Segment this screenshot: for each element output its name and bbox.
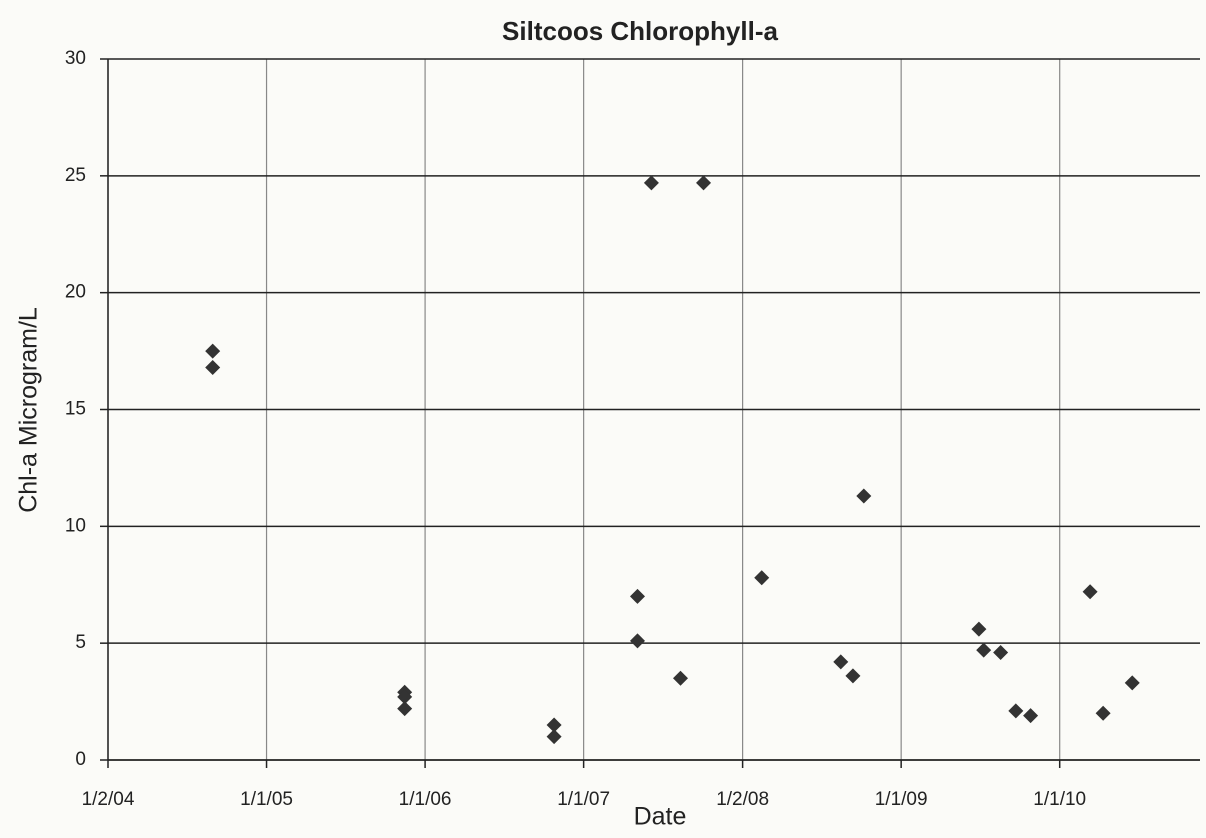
point [397,689,413,705]
point [754,570,770,586]
point [833,654,849,670]
y-tick-label: 20 [65,282,86,303]
point [546,729,562,745]
point [672,670,688,686]
y-tick-label: 0 [75,749,86,770]
y-tick-label: 15 [65,399,86,420]
point [546,717,562,733]
y-tick-label: 30 [65,48,86,69]
chart-title: Siltcoos Chlorophyll-a [502,16,778,46]
x-tick-label: 1/1/09 [875,789,928,810]
y-tick-label: 25 [65,165,86,186]
x-tick-label: 1/1/10 [1033,789,1086,810]
point [971,621,987,637]
x-tick-label: 1/1/06 [399,789,452,810]
point [1095,705,1111,721]
point [976,642,992,658]
point [993,645,1009,661]
y-tick-label: 10 [65,515,86,536]
point [1023,708,1039,724]
x-tick-label: 1/1/07 [557,789,610,810]
point [1008,703,1024,719]
point [397,701,413,717]
point [1124,675,1140,691]
point [643,175,659,191]
point [629,588,645,604]
x-tick-label: 1/1/05 [240,789,293,810]
point [629,633,645,649]
point [205,359,221,375]
point [1082,584,1098,600]
point [856,488,872,504]
x-axis-label: Date [634,803,687,831]
x-tick-label: 1/2/04 [82,789,135,810]
x-tick-label: 1/2/08 [716,789,769,810]
y-tick-label: 5 [75,632,86,653]
point [205,343,221,359]
y-axis-label: Chl-a Microgram/L [15,307,43,513]
point [696,175,712,191]
point [845,668,861,684]
